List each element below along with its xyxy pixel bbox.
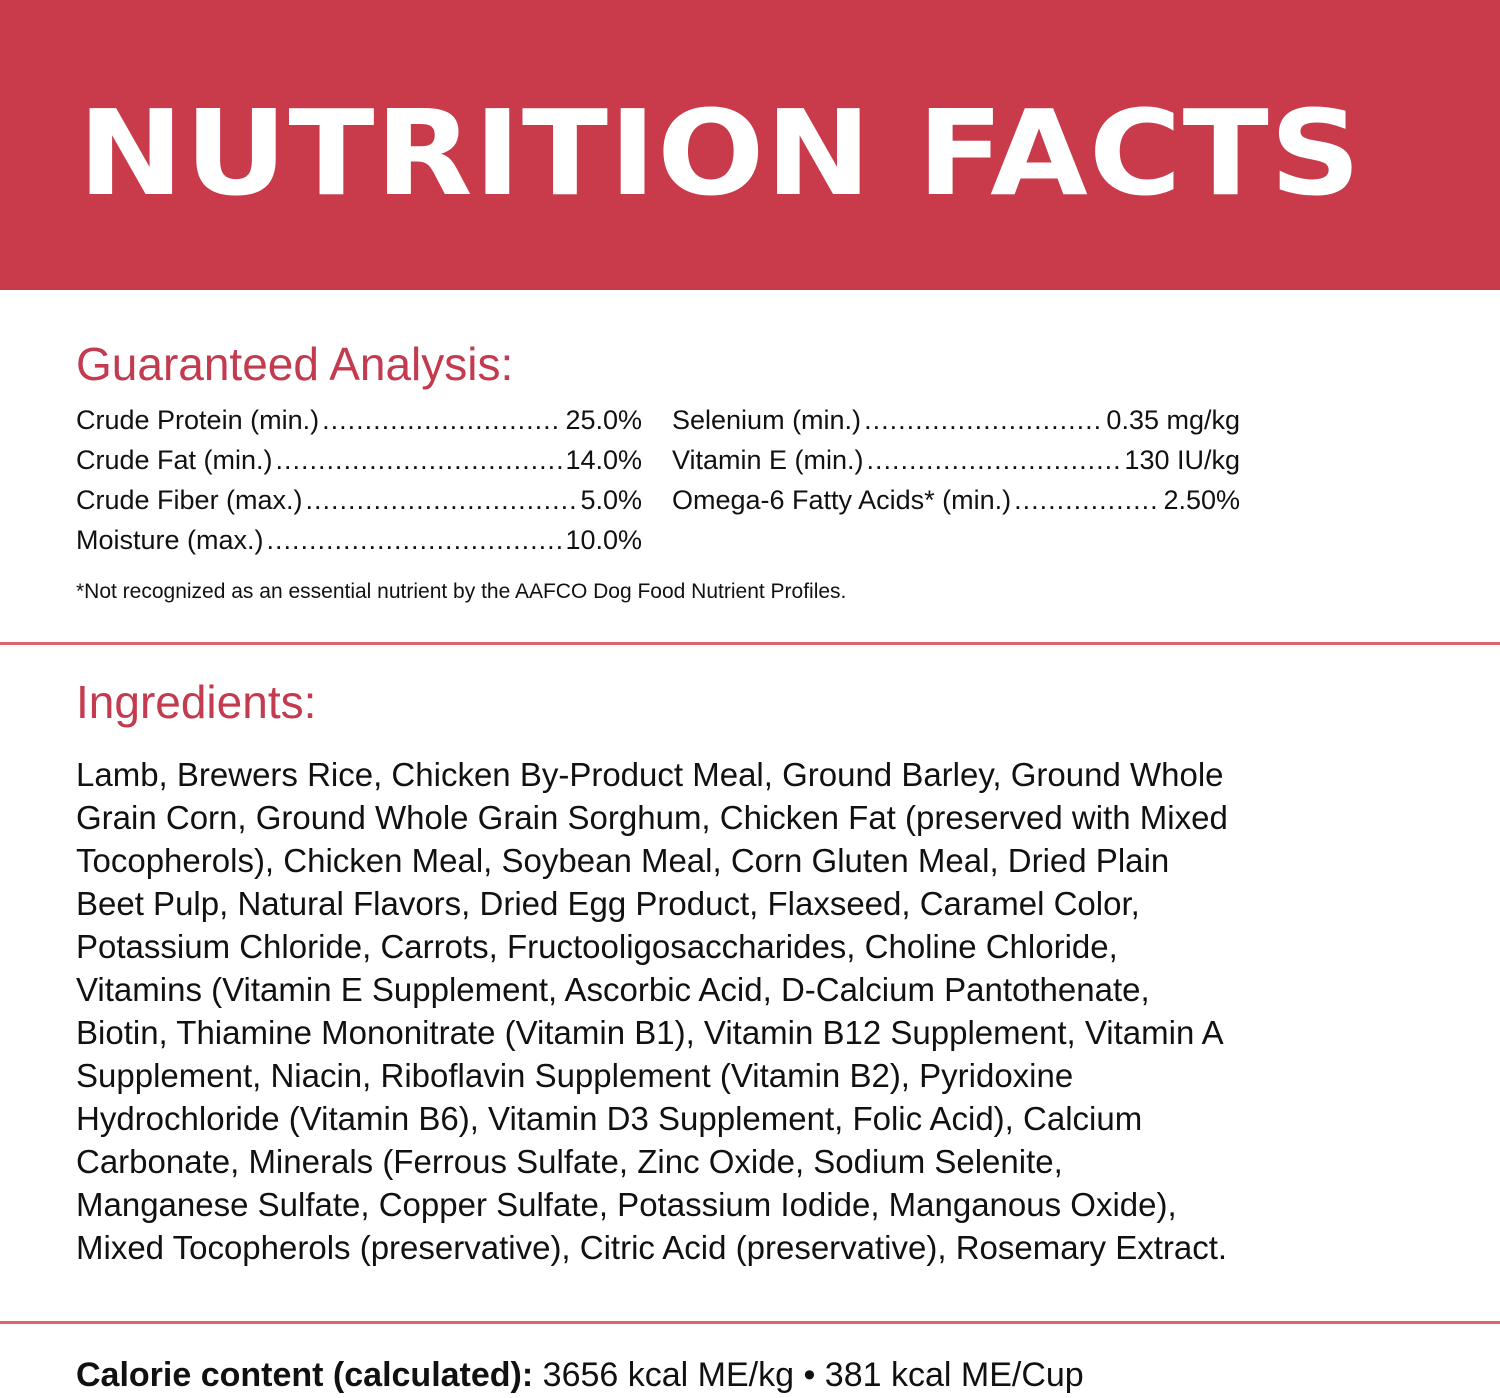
analysis-row: Vitamin E (min.) 130 IU/kg	[672, 440, 1240, 480]
ingredients-line: Hydrochloride (Vitamin B6), Vitamin D3 S…	[76, 1100, 1143, 1137]
dot-leader	[306, 480, 578, 520]
ingredients-line: Lamb, Brewers Rice, Chicken By-Product M…	[76, 756, 1224, 793]
header-banner: NUTRITION FACTS	[0, 0, 1500, 290]
analysis-label: Crude Fiber (max.)	[76, 485, 303, 515]
section-divider	[0, 642, 1500, 645]
ingredients-line: Vitamins (Vitamin E Supplement, Ascorbic…	[76, 971, 1150, 1008]
calorie-value: 3656 kcal ME/kg • 381 kcal ME/Cup	[542, 1356, 1084, 1394]
analysis-label: Vitamin E (min.)	[672, 445, 864, 475]
ingredients-list: Lamb, Brewers Rice, Chicken By-Product M…	[76, 753, 1228, 1269]
calorie-label: Calorie content (calculated):	[76, 1356, 534, 1394]
ingredients-line: Biotin, Thiamine Mononitrate (Vitamin B1…	[76, 1014, 1224, 1051]
analysis-row: Selenium (min.) 0.35 mg/kg	[672, 400, 1240, 440]
analysis-value: 10.0%	[565, 525, 642, 555]
ingredients-title: Ingredients:	[76, 676, 317, 728]
ingredients-line: Mixed Tocopherols (preservative), Citric…	[76, 1229, 1228, 1266]
ingredients-line: Grain Corn, Ground Whole Grain Sorghum, …	[76, 799, 1228, 836]
analysis-left-column: Crude Protein (min.) 25.0% Crude Fat (min…	[76, 400, 642, 560]
dot-leader	[867, 440, 1122, 480]
analysis-label: Selenium (min.)	[672, 405, 862, 435]
analysis-right-column: Selenium (min.) 0.35 mg/kg Vitamin E (min…	[672, 400, 1240, 520]
dot-leader	[276, 440, 563, 480]
footnote: *Not recognized as an essential nutrient…	[76, 580, 847, 603]
analysis-value: 130 IU/kg	[1124, 445, 1240, 475]
analysis-label: Crude Fat (min.)	[76, 445, 273, 475]
analysis-label: Crude Protein (min.)	[76, 405, 320, 435]
section-divider	[0, 1321, 1500, 1324]
analysis-row: Omega-6 Fatty Acids* (min.) 2.50%	[672, 480, 1240, 520]
analysis-row: Crude Fat (min.) 14.0%	[76, 440, 642, 480]
ingredients-line: Carbonate, Minerals (Ferrous Sulfate, Zi…	[76, 1143, 1063, 1180]
ingredients-line: Beet Pulp, Natural Flavors, Dried Egg Pr…	[76, 885, 1140, 922]
dot-leader	[864, 400, 1103, 440]
analysis-row: Crude Fiber (max.) 5.0%	[76, 480, 642, 520]
ingredients-line: Potassium Chloride, Carrots, Fructooligo…	[76, 928, 1118, 965]
analysis-value: 5.0%	[580, 485, 642, 515]
analysis-value: 2.50%	[1163, 485, 1240, 515]
dot-leader	[322, 400, 562, 440]
analysis-row: Moisture (max.) 10.0%	[76, 520, 642, 560]
analysis-label: Moisture (max.)	[76, 525, 264, 555]
analysis-value: 25.0%	[565, 405, 642, 435]
analysis-value: 0.35 mg/kg	[1106, 405, 1240, 435]
analysis-value: 14.0%	[565, 445, 642, 475]
dot-leader	[267, 520, 563, 560]
analysis-row: Crude Protein (min.) 25.0%	[76, 400, 642, 440]
calorie-content: Calorie content (calculated): 3656 kcal …	[76, 1353, 1084, 1397]
ingredients-line: Manganese Sulfate, Copper Sulfate, Potas…	[76, 1186, 1177, 1223]
analysis-label: Omega-6 Fatty Acids* (min.)	[672, 485, 1012, 515]
ingredients-line: Tocopherols), Chicken Meal, Soybean Meal…	[76, 842, 1170, 879]
dot-leader	[1014, 480, 1160, 520]
guaranteed-analysis-title: Guaranteed Analysis:	[76, 338, 514, 390]
page-title: NUTRITION FACTS	[78, 84, 1362, 222]
ingredients-line: Supplement, Niacin, Riboflavin Supplemen…	[76, 1057, 1074, 1094]
